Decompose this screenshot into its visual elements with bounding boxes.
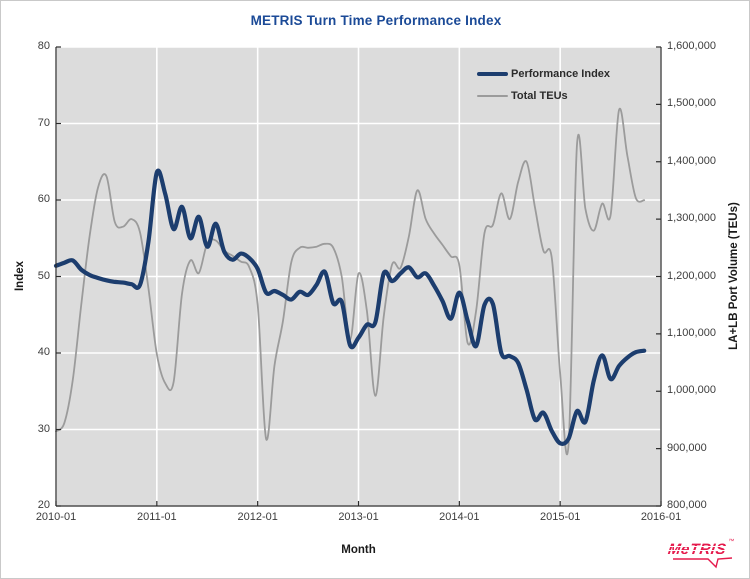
total-teus-line xyxy=(55,107,646,455)
y-tick-label-left: 30 xyxy=(37,422,50,435)
performance-index-line-swatch-icon xyxy=(477,72,508,76)
y-tick-label-right: 1,000,000 xyxy=(667,384,716,397)
logo-stripe xyxy=(665,550,729,551)
logo-stripe xyxy=(665,554,728,555)
y-tick-label-right: 1,400,000 xyxy=(667,154,716,167)
trademark-icon: ™ xyxy=(727,539,735,545)
x-tick-label: 2016-01 xyxy=(640,511,682,523)
logo-swoosh-icon xyxy=(673,557,733,569)
x-tick-label: 2015-01 xyxy=(539,511,581,523)
legend-item-performance-index: Performance Index xyxy=(477,63,610,85)
y-tick-label-left: 50 xyxy=(37,269,50,282)
y-tick-label-right: 1,100,000 xyxy=(667,326,716,339)
x-tick-label: 2013-01 xyxy=(338,511,379,523)
y-tick-label-right: 1,300,000 xyxy=(667,212,716,225)
y-tick-label-right: 1,500,000 xyxy=(667,97,716,110)
total-teus-line-swatch-icon xyxy=(477,95,508,97)
legend-item-total-teus: Total TEUs xyxy=(477,85,610,107)
metris-logo: MeTRIS ™ xyxy=(665,539,740,571)
y-tick-label-left: 40 xyxy=(37,346,50,358)
x-axis-label: Month xyxy=(341,544,376,556)
y-tick-label-right: 900,000 xyxy=(667,441,707,454)
legend: Performance Index Total TEUs xyxy=(477,63,610,107)
logo-stripe xyxy=(666,546,729,547)
y-tick-label-left: 20 xyxy=(37,499,50,511)
legend-label-performance-index: Performance Index xyxy=(511,68,611,80)
y-tick-label-left: 80 xyxy=(37,40,50,52)
y-tick-label-left: 60 xyxy=(37,193,50,205)
chart-title: METRIS Turn Time Performance Index xyxy=(250,13,502,28)
y-tick-label-left: 70 xyxy=(37,116,50,129)
y-axis-label-left: Index xyxy=(14,260,26,292)
x-tick-label: 2014-01 xyxy=(439,511,480,523)
x-tick-label: 2012-01 xyxy=(237,511,278,523)
y-axis-label-right: LA+LB Port Volume (TEUs) xyxy=(728,202,740,350)
x-tick-label: 2011-01 xyxy=(137,511,177,523)
legend-label-total-teus: Total TEUs xyxy=(511,90,568,102)
x-tick-label: 2010-01 xyxy=(35,511,77,523)
performance-index-line xyxy=(53,168,647,446)
y-tick-label-right: 800,000 xyxy=(667,499,707,511)
y-tick-label-right: 1,600,000 xyxy=(667,40,716,52)
y-tick-label-right: 1,200,000 xyxy=(667,269,716,282)
